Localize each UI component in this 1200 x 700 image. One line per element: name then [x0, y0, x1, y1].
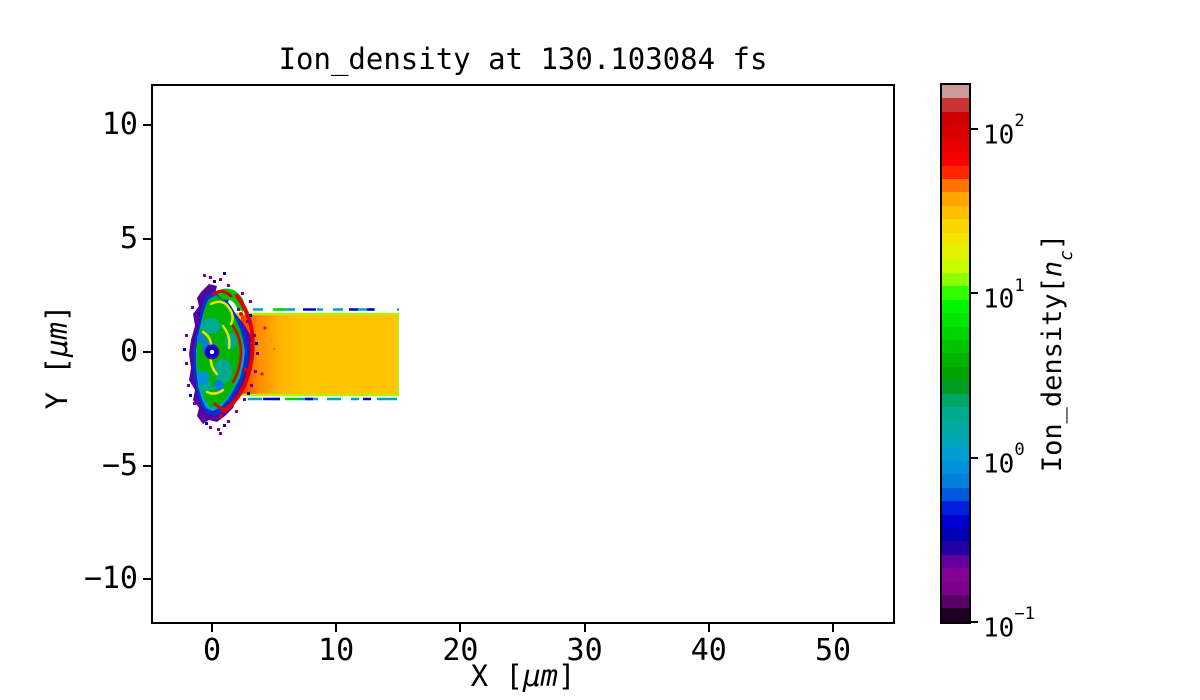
colorbar-band [942, 393, 969, 408]
colorbar [940, 83, 971, 624]
colorbar-band [942, 474, 969, 488]
heatmap-canvas [183, 272, 399, 435]
x-tick-label: 0 [202, 633, 222, 668]
y-tick [143, 464, 151, 467]
x-tick-label: 30 [566, 633, 603, 668]
x-axis-label: X [μm] [470, 659, 576, 693]
x-tick-label: 50 [814, 633, 852, 668]
colorbar-band [942, 272, 969, 287]
colorbar-band [942, 326, 969, 341]
colorbar-band [942, 192, 969, 206]
colorbar-band [942, 447, 969, 461]
colorbar-band [942, 407, 969, 421]
colorbar-band [942, 313, 969, 327]
colorbar-band [942, 581, 969, 596]
colorbar-band [942, 541, 969, 555]
colorbar-band [942, 487, 969, 502]
colorbar-band [942, 125, 969, 139]
colorbar-band [942, 514, 969, 528]
y-tick-label: 0 [119, 334, 138, 369]
x-tick [459, 624, 462, 632]
x-tick [583, 624, 586, 632]
colorbar-band [942, 259, 969, 273]
colorbar-band [942, 111, 969, 126]
colorbar-band [942, 595, 969, 609]
x-tick-label: 10 [318, 633, 355, 668]
colorbar-tick [970, 292, 978, 295]
y-tick [143, 237, 151, 240]
red-crescent [222, 294, 255, 413]
x-tick [335, 624, 338, 632]
colorbar-band [942, 286, 969, 300]
y-tick [143, 351, 151, 353]
colorbar-band [942, 608, 969, 622]
colorbar-tick [970, 128, 978, 130]
colorbar-band [942, 527, 969, 542]
colorbar-label: Ion_density[nc] [1037, 233, 1077, 473]
colorbar-band [942, 433, 969, 448]
x-tick-label: 20 [442, 633, 479, 668]
y-tick-label: −5 [101, 447, 138, 483]
plasma-blob [189, 284, 255, 424]
plot-area [151, 84, 895, 624]
colorbar-band [942, 138, 969, 153]
colorbar-band [942, 554, 969, 569]
y-tick [143, 124, 151, 126]
colorbar-band [942, 178, 969, 193]
x-tick [707, 624, 710, 632]
y-axis-label: Y [μm] [40, 304, 74, 410]
colorbar-band [942, 152, 969, 166]
colorbar-tick-label: 100 [983, 439, 1025, 480]
y-tick-label: 10 [101, 107, 138, 142]
colorbar-band [942, 232, 969, 247]
y-tick-label: −10 [83, 561, 138, 596]
surface-dashes [248, 308, 399, 401]
colorbar-band [942, 85, 969, 99]
colorbar-tick [970, 456, 978, 459]
colorbar-tick [970, 621, 978, 623]
colorbar-band [942, 98, 969, 112]
noise-specks [183, 272, 259, 435]
plot-title: Ion_density at 130.103084 fs [278, 42, 768, 76]
colorbar-band [942, 246, 969, 260]
colorbar-band [942, 380, 969, 394]
colorbar-tick-label: 10−1 [983, 604, 1035, 644]
colorbar-band [942, 299, 969, 314]
colorbar-band [942, 568, 969, 582]
colorbar-band [942, 165, 969, 179]
colorbar-band [942, 501, 969, 515]
colorbar-band [942, 420, 969, 434]
x-tick [832, 624, 834, 632]
colorbar-tick-label: 102 [983, 111, 1025, 151]
colorbar-band [942, 205, 969, 220]
x-tick [211, 624, 213, 632]
x-tick-label: 40 [690, 633, 727, 668]
colorbar-band [942, 366, 969, 381]
y-tick [143, 578, 151, 580]
colorbar-band [942, 219, 969, 233]
colorbar-band [942, 340, 969, 354]
colorbar-band [942, 460, 969, 475]
colorbar-band [942, 353, 969, 367]
colorbar-tick-label: 101 [983, 275, 1025, 315]
y-tick-label: 5 [119, 220, 138, 256]
